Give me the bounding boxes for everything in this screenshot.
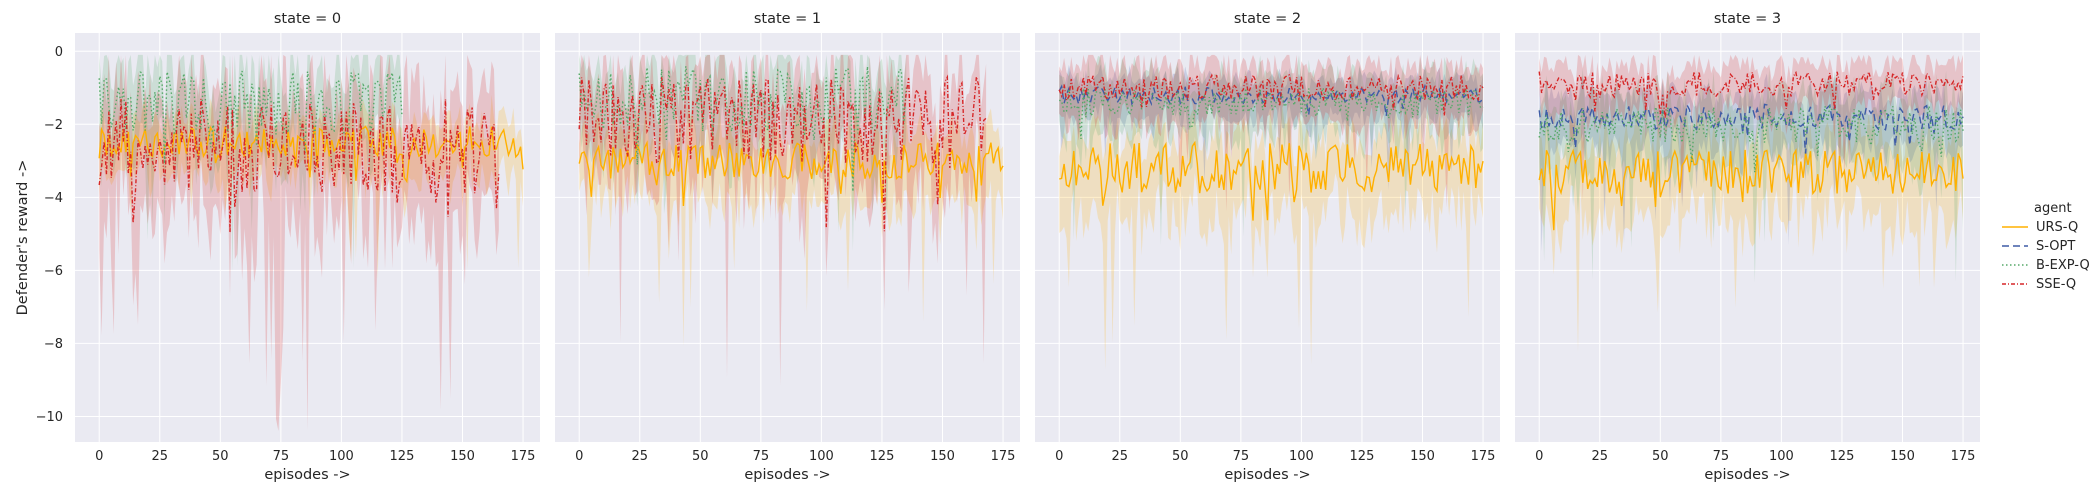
- confidence-band-sse-q: [579, 54, 987, 387]
- series-line-urs-q: [98, 125, 524, 184]
- x-tick-label: 25: [1591, 449, 1608, 464]
- series-line-b-exp-q: [1538, 104, 1964, 173]
- x-tick-label: 50: [692, 449, 709, 464]
- x-tick-label: 175: [511, 449, 536, 464]
- panel-0: 0 25 50 75 100 125 150 175 0 −2 −4 −6 −8 −10 episodes …: [36, 11, 540, 483]
- x-axis-label: episodes ->: [264, 467, 350, 483]
- x-tick-label: 150: [930, 449, 955, 464]
- series-line-s-opt: [1058, 83, 1484, 117]
- panel-title: state = 1: [754, 11, 821, 27]
- panel-title: state = 0: [274, 11, 341, 27]
- panel-title: state = 2: [1234, 11, 1301, 27]
- y-tick-label: −10: [36, 410, 63, 425]
- x-axis-label: episodes ->: [1224, 467, 1310, 483]
- panel-title: state = 3: [1714, 11, 1781, 27]
- x-tick-label: 125: [870, 449, 895, 464]
- x-tick-label: 50: [1172, 449, 1189, 464]
- y-tick-label: −4: [44, 191, 63, 206]
- y-tick-label: −8: [44, 337, 63, 352]
- y-axis-label: Defender's reward ->: [15, 160, 31, 316]
- x-tick-label: 0: [575, 449, 583, 464]
- panel-3: 0 25 50 75 100 125 150 175 episodes -> state = 3: [1515, 11, 1980, 483]
- series-line-b-exp-q: [1059, 86, 1484, 140]
- confidence-band-b-exp-q: [99, 54, 402, 272]
- x-tick-label: 50: [212, 449, 229, 464]
- panel-2: 0 25 50 75 100 125 150 175 episodes -> state = 2: [1035, 11, 1500, 483]
- series-line-urs-q: [1538, 148, 1964, 231]
- x-tick-label: 75: [273, 449, 290, 464]
- series-line-sse-q: [1058, 72, 1484, 116]
- series-line-sse-q: [578, 74, 987, 232]
- legend: agent URS-Q S-OPT B-EXP-Q SSE-Q: [2002, 201, 2090, 292]
- x-axis-label: episodes ->: [744, 467, 830, 483]
- x-tick-label: 75: [1233, 449, 1250, 464]
- legend-label-urs-q: URS-Q: [2036, 220, 2078, 235]
- panel-1: 0 25 50 75 100 125 150 175 episodes -> state = 1: [555, 11, 1020, 483]
- plot-area: [578, 54, 1004, 387]
- x-tick-label: 100: [329, 449, 354, 464]
- x-tick-label: 100: [1289, 449, 1314, 464]
- x-tick-label: 125: [1830, 449, 1855, 464]
- series-line-urs-q: [1059, 140, 1484, 221]
- y-tick-label: 0: [55, 45, 63, 60]
- series-line-s-opt: [1538, 102, 1964, 154]
- x-tick-label: 150: [450, 449, 475, 464]
- x-tick-label: 175: [991, 449, 1016, 464]
- series-line-b-exp-q: [98, 70, 403, 164]
- confidence-band-s-opt: [1539, 73, 1963, 252]
- legend-label-s-opt: S-OPT: [2036, 239, 2075, 254]
- x-tick-label: 125: [390, 449, 415, 464]
- x-axis-label: episodes ->: [1704, 467, 1790, 483]
- x-tick-label: 125: [1350, 449, 1375, 464]
- x-tick-label: 0: [1535, 449, 1543, 464]
- plot-area: [1058, 54, 1484, 370]
- legend-label-b-exp-q: B-EXP-Q: [2036, 258, 2090, 273]
- x-tick-label: 50: [1652, 449, 1669, 464]
- x-tick-label: 25: [151, 449, 168, 464]
- x-tick-label: 0: [1055, 449, 1063, 464]
- x-tick-label: 75: [1713, 449, 1730, 464]
- confidence-band-b-exp-q: [1539, 68, 1963, 283]
- x-tick-label: 175: [1471, 449, 1496, 464]
- x-tick-label: 150: [1890, 449, 1915, 464]
- x-tick-label: 175: [1951, 449, 1976, 464]
- series-line-sse-q: [98, 98, 500, 233]
- series-line-urs-q: [578, 140, 1004, 207]
- confidence-band-urs-q: [579, 104, 1003, 348]
- x-tick-label: 100: [809, 449, 834, 464]
- x-tick-label: 25: [1111, 449, 1128, 464]
- x-tick-label: 0: [95, 449, 103, 464]
- y-tick-label: −2: [44, 118, 63, 133]
- plot-area: [98, 54, 524, 432]
- y-tick-label: −6: [44, 264, 63, 279]
- confidence-band-sse-q: [1539, 54, 1963, 203]
- x-tick-label: 25: [631, 449, 648, 464]
- x-tick-label: 75: [753, 449, 770, 464]
- x-tick-label: 150: [1410, 449, 1435, 464]
- series-line-sse-q: [1538, 69, 1964, 119]
- plot-area: [1538, 54, 1964, 353]
- legend-title: agent: [2034, 201, 2072, 216]
- confidence-band-urs-q: [99, 94, 523, 280]
- legend-label-sse-q: SSE-Q: [2036, 277, 2076, 292]
- x-tick-label: 100: [1769, 449, 1794, 464]
